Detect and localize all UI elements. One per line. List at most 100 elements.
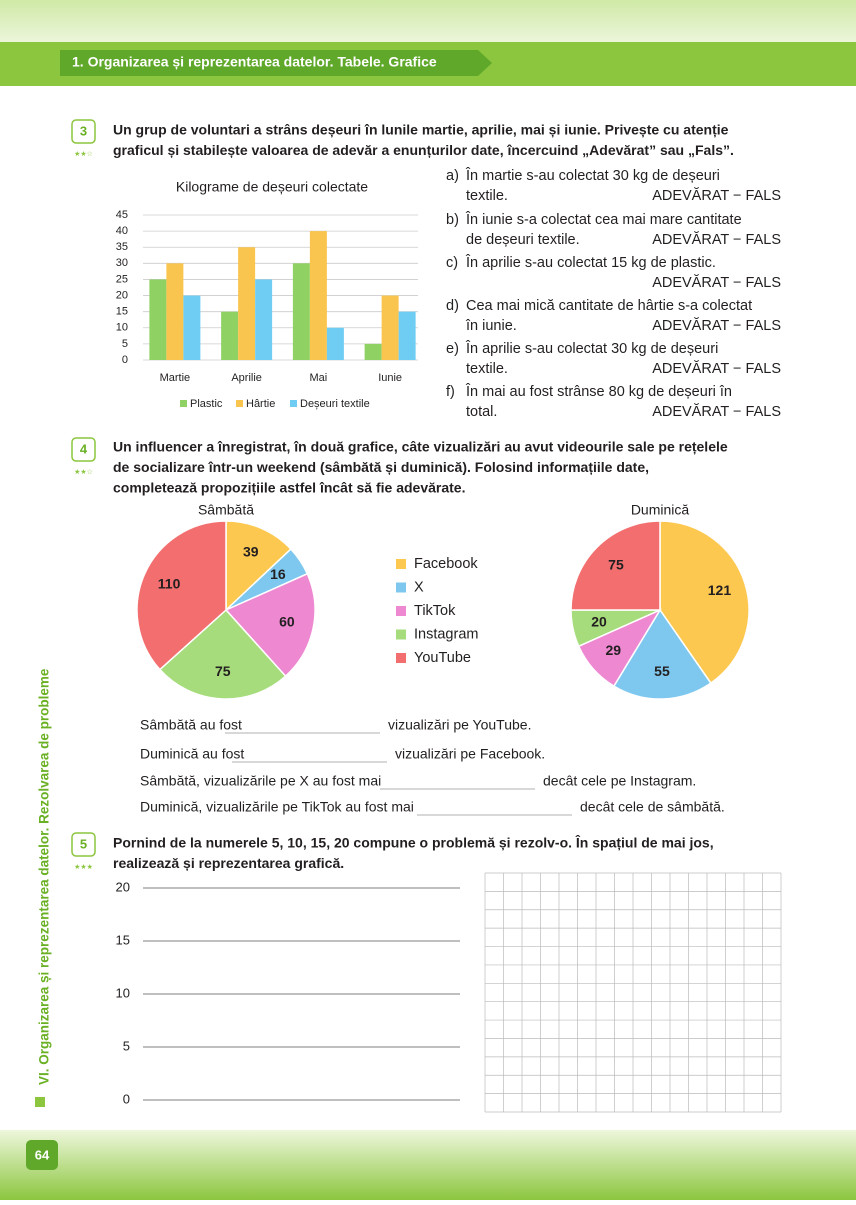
x-tick-label: Mai	[310, 372, 328, 384]
writing-line-label: 20	[116, 879, 130, 894]
sentence-end: decât cele pe Instagram.	[543, 773, 696, 789]
bar	[326, 327, 344, 360]
statement-letter: c)	[446, 255, 458, 271]
sentence-start: Sâmbătă au fost	[140, 717, 242, 733]
legend-label: Hârtie	[246, 398, 275, 410]
x-tick-label: Martie	[160, 372, 191, 384]
exercise-text: completează propozițiile astfel încât să…	[113, 480, 465, 496]
bar	[309, 231, 327, 360]
statement-text: În aprilie s-au colectat 15 kg de plasti…	[465, 254, 716, 271]
bar	[166, 263, 184, 360]
statement-answer: ADEVĂRAT − FALS	[652, 317, 781, 334]
statement-letter: d)	[446, 298, 459, 314]
sentence-end: vizualizări pe Facebook.	[395, 746, 545, 762]
statement-text: în iunie.	[465, 318, 517, 334]
statement-answer: ADEVĂRAT − FALS	[652, 360, 781, 377]
y-tick-label: 10	[116, 322, 128, 334]
bar	[292, 263, 310, 360]
pie-slice	[224, 572, 316, 678]
statement-answer: ADEVĂRAT − FALS	[652, 403, 781, 420]
slice-label: 110	[158, 575, 181, 591]
exercise-number: 4	[80, 441, 88, 456]
statement-letter: b)	[446, 212, 459, 228]
sentence-start: Sâmbătă, vizualizările pe X au fost mai	[140, 773, 381, 789]
sidebar-square	[35, 1097, 45, 1107]
writing-line-label: 10	[116, 985, 130, 1000]
y-tick-label: 30	[116, 257, 128, 269]
exercise-text: de socializare într-un weekend (sâmbătă …	[113, 459, 649, 475]
pie-title: Sâmbătă	[198, 502, 254, 518]
slice-label: 20	[591, 614, 607, 630]
exercise-number-box	[71, 832, 96, 857]
statement-text: de deșeuri textile.	[466, 232, 580, 248]
x-tick-label: Aprilie	[231, 372, 262, 384]
statement-text: În martie s-au colectat 30 kg de deșeuri	[465, 167, 720, 184]
pie-slice	[659, 520, 750, 685]
bar	[255, 279, 273, 360]
bar	[221, 311, 239, 360]
section-title: 1. Organizarea și reprezentarea datelor.…	[72, 54, 437, 70]
bar	[381, 295, 399, 360]
legend-swatch	[396, 559, 406, 569]
slice-label: 75	[608, 557, 624, 573]
slice-label: 121	[708, 582, 732, 598]
legend-swatch	[290, 400, 297, 407]
x-tick-label: Iunie	[378, 372, 402, 384]
exercise-number: 5	[80, 836, 87, 851]
writing-line-label: 5	[123, 1038, 130, 1053]
footer-band	[0, 1130, 856, 1200]
y-tick-label: 45	[116, 209, 128, 221]
statement-answer: ADEVĂRAT − FALS	[652, 274, 781, 291]
statement-answer: ADEVĂRAT − FALS	[652, 231, 781, 248]
bar	[364, 343, 382, 360]
exercise-text: graficul și stabilește valoarea de adevă…	[113, 142, 734, 158]
bar	[398, 311, 416, 360]
y-tick-label: 25	[116, 273, 128, 285]
exercise-text: Pornind de la numerele 5, 10, 15, 20 com…	[113, 834, 714, 851]
y-tick-label: 15	[116, 306, 128, 318]
exercise-text: Un influencer a înregistrat, în două gra…	[113, 439, 728, 455]
y-tick-label: 20	[116, 289, 128, 301]
statement-text: total.	[466, 404, 497, 420]
exercise-number-box	[71, 119, 96, 144]
statement-text: În mai au fost strânse 80 kg de deșeuri …	[465, 383, 732, 400]
legend-swatch	[396, 606, 406, 616]
bar	[183, 295, 201, 360]
page-number: 64	[35, 1147, 50, 1162]
pie-slice	[158, 608, 287, 700]
sentence-end: vizualizări pe YouTube.	[388, 717, 531, 733]
slice-label: 60	[279, 614, 295, 630]
slice-label: 75	[215, 663, 231, 679]
statement-text: textile.	[466, 188, 508, 204]
legend-swatch	[180, 400, 187, 407]
statement-text: textile.	[466, 361, 508, 377]
bar	[238, 247, 256, 360]
page-number-box	[26, 1140, 58, 1170]
slice-label: 55	[654, 663, 670, 679]
header-band	[0, 0, 856, 50]
sentence-end: decât cele de sâmbătă.	[580, 799, 725, 815]
difficulty-stars: ★★★	[74, 863, 93, 871]
pie-slice	[225, 520, 292, 612]
legend-swatch	[396, 629, 406, 640]
statement-text: În aprilie s-au colectat 30 kg de deșeur…	[465, 340, 718, 357]
pie-slice	[570, 520, 661, 611]
sentence-start: Duminică, vizualizările pe TikTok au fos…	[140, 799, 414, 815]
pie-slice	[612, 608, 712, 700]
exercise-text: Un grup de voluntari a strâns deșeuri în…	[113, 122, 729, 138]
legend-label: Plastic	[190, 398, 223, 410]
y-tick-label: 0	[122, 354, 128, 366]
writing-line-label: 0	[123, 1091, 130, 1106]
statement-text: Cea mai mică cantitate de hârtie s-a col…	[466, 298, 752, 314]
statement-letter: f)	[446, 384, 455, 400]
statement-answer: ADEVĂRAT − FALS	[652, 187, 781, 204]
legend-label: Instagram	[414, 626, 478, 642]
legend-label: Deșeuri textile	[300, 398, 370, 410]
statement-text: În iunie s-a colectat cea mai mare canti…	[465, 211, 742, 228]
pie-title: Duminică	[631, 502, 690, 518]
writing-line-label: 15	[116, 932, 130, 947]
difficulty-stars: ★★☆	[74, 150, 93, 158]
y-tick-label: 40	[116, 225, 128, 237]
y-tick-label: 35	[116, 241, 128, 253]
